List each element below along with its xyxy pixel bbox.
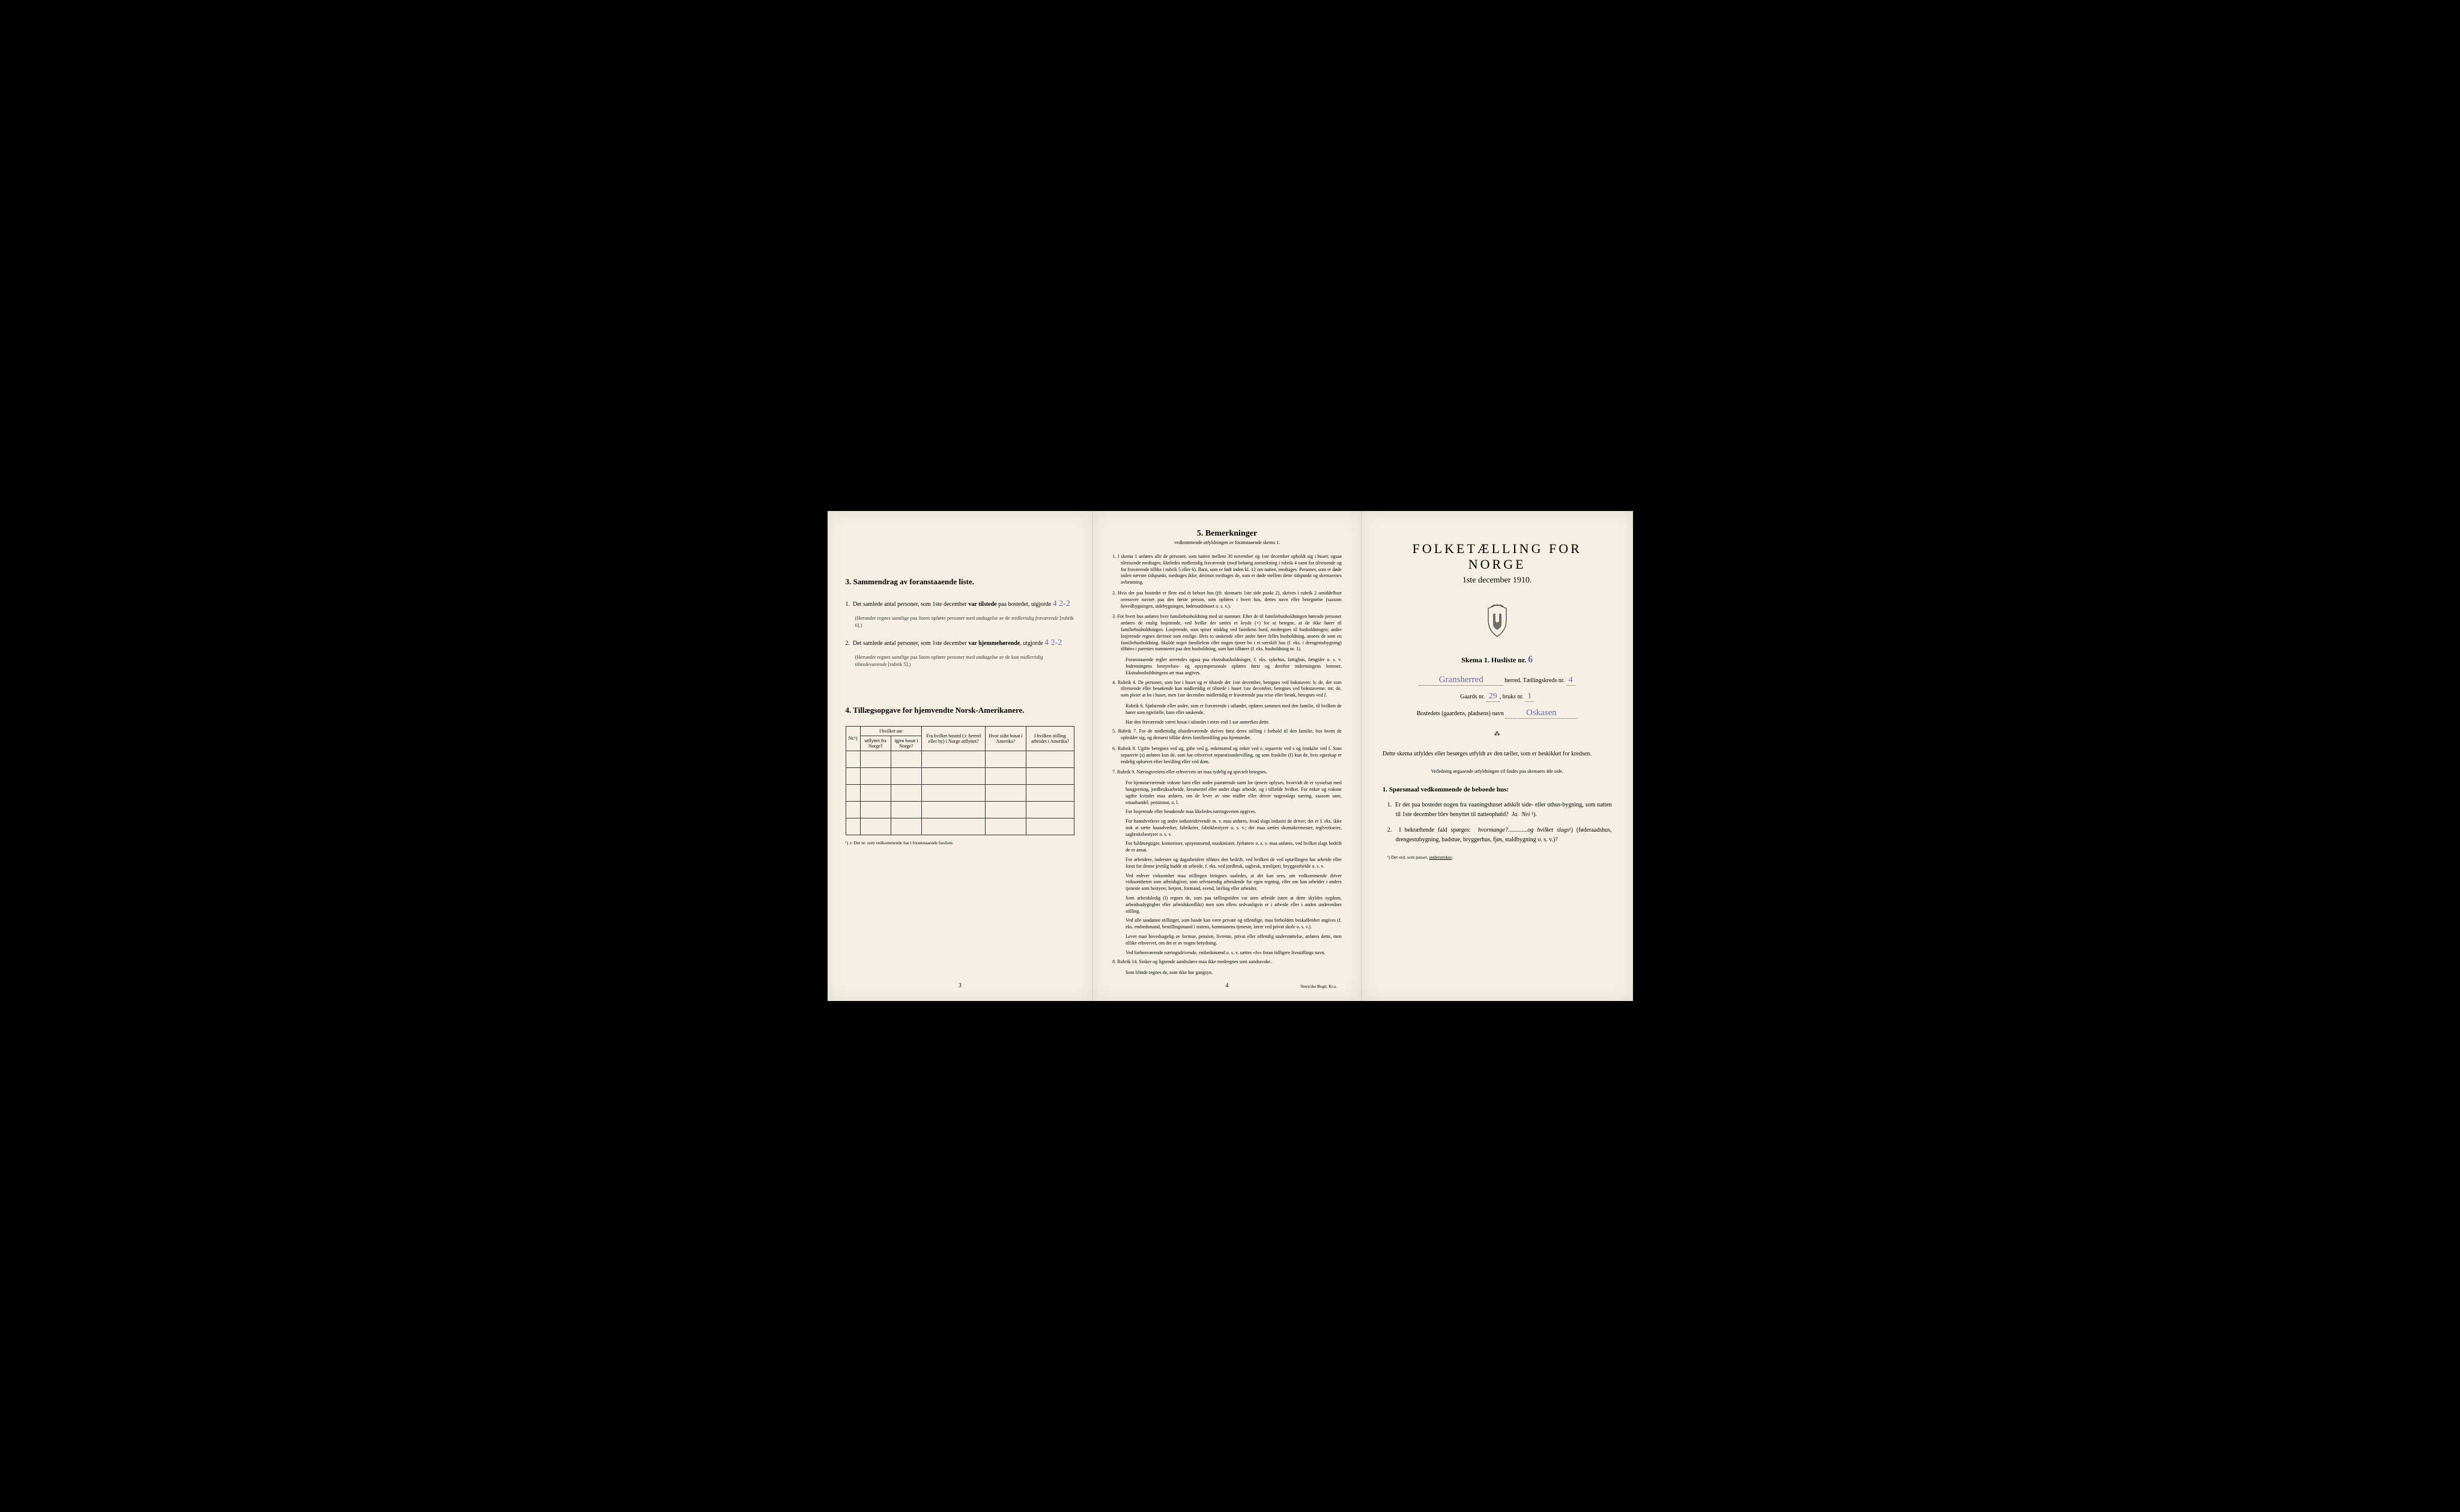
th-stilling: I hvilken stilling arbeidet i Amerika? [1026,726,1074,751]
item-1: 1. Det samlede antal personer, som 1ste … [846,597,1075,610]
item-1-note: (Herunder regnes samtlige paa listen opf… [846,615,1075,629]
bosted-label: Bostedets (gaardens, pladsens) navn [1417,710,1504,717]
remark-7-sub6: Ved enhver virksomhet maa stillingen bet… [1112,873,1342,892]
bruks-label: bruks nr. [1503,694,1524,700]
th-utflyttet: utflyttet fra Norge? [860,736,891,751]
kreds-nr: 4 [1566,676,1575,686]
remark-7-sub2: For losjerende eller besøkende maa likel… [1112,809,1342,815]
coat-of-arms-icon [1383,603,1612,643]
question-2: 2. I bekræftende fald spørges: hvormange… [1383,826,1612,845]
page-middle: 5. Bemerkninger vedkommende utfyldningen… [1093,511,1362,1001]
section-4-title: 4. Tillægsopgave for hjemvendte Norsk-Am… [846,706,1075,715]
remark-7-sub1: For hjemmeværende voksne barn eller andr… [1112,780,1342,806]
remark-7-sub5: For arbeidere, inderster og dagarbeidere… [1112,857,1342,870]
th-bosat: igjen bosat i Norge? [891,736,921,751]
th-aar: I hvilket aar [860,726,922,736]
item-2-value: 4 2-2 [1044,638,1062,647]
section-5-subtitle: vedkommende utfyldningen av foranstaaend… [1112,540,1342,545]
bosted-line: Bostedets (gaardens, pladsens) navn Oska… [1383,708,1612,719]
table-row [846,751,1074,767]
th-amerika: Hvor sidst bosat i Amerika? [986,726,1026,751]
skema-label: Skema 1. Husliste nr. [1461,656,1526,664]
th-nr: Nr.¹) [846,726,860,751]
table-row [846,767,1074,784]
remark-7-sub9: Lever man hovedsagelig av formue, pensio… [1112,934,1342,947]
herred-name: Gransherred [1419,675,1503,686]
skema-line: Skema 1. Husliste nr. 6 [1383,655,1612,665]
th-bosted: Fra hvilket bosted (ɔ: herred eller by) … [922,726,986,751]
item-2: 2. Det samlede antal personer, som 1ste … [846,637,1075,649]
remark-4-sub2: Har den fraværende været bosat i utlande… [1112,719,1342,726]
gaards-nr: 29 [1486,692,1500,702]
remark-7-sub4: For fuldmægtiger, kontorister, opsynsmæn… [1112,841,1342,854]
question-1: 1. Er der paa bostedet nogen fra vaaning… [1383,800,1612,820]
census-date: 1ste december 1910. [1383,576,1612,585]
gaards-label: Gaards nr. [1460,694,1485,700]
page-left: 3. Sammendrag av foranstaaende liste. 1.… [828,511,1094,1001]
bruks-nr: 1 [1525,692,1534,702]
remark-2: 2. Hvis der paa bostedet er flere end ét… [1112,590,1342,609]
remark-4: 4. Rubrik 4. De personer, som bor i huse… [1112,680,1342,699]
gaards-line: Gaards nr. 29, bruks nr. 1 [1383,692,1612,702]
item-1-text: 1. Det samlede antal personer, som 1ste … [846,601,1052,608]
bosted-name: Oskasen [1505,708,1577,719]
remark-3-sub: Foranstaaende regler anvendes ogsaa paa … [1112,657,1342,676]
table-footnote: ¹) ɔ: Det nr. som vedkommende har i fora… [846,840,1075,845]
remark-7-sub3: For haandverkere og andre industridriven… [1112,818,1342,838]
remark-6: 6. Rubrik 8. Ugifte betegnes ved ug, gif… [1112,746,1342,765]
remark-4-sub1: Rubrik 6. Sjøfarende eller andre, som er… [1112,703,1342,716]
remark-7-sub10: Ved forhenværende næringsdrivende, embed… [1112,950,1342,957]
table-row [846,801,1074,818]
husliste-nr: 6 [1528,655,1533,665]
divider-ornament: ⁂ [1383,731,1612,737]
item-2-note: (Herunder regnes samtlige paa listen opf… [846,654,1075,668]
remark-1: 1. I skema 1 anføres alle de personer, s… [1112,554,1342,586]
remark-8-sub: Som blinde regnes de, som ikke har gangs… [1112,970,1342,976]
section-3-title: 3. Sammendrag av foranstaaende liste. [846,577,1075,587]
printer-mark: Steen'ske Bogtr. Kr.a. [1300,984,1337,989]
question-header: 1. Spørsmaal vedkommende de beboede hus: [1383,786,1612,793]
main-title: FOLKETÆLLING FOR NORGE [1383,541,1612,572]
remark-7-sub8: Ved alle saadanne stillinger, som baade … [1112,918,1342,931]
table-row [846,818,1074,835]
amerikanere-table: Nr.¹) I hvilket aar Fra hvilket bosted (… [846,726,1075,835]
remark-7-sub7: Som arbeidsledig (l) regnes de, som paa … [1112,895,1342,915]
page3-footnote: ¹) Det ord, som passer, understrekes. [1383,854,1612,860]
herred-label: herred. Tællingskreds nr. [1504,677,1565,684]
instruction-sub: Veiledning angaaende utfyldningen vil fi… [1383,769,1612,774]
page-number-3: 3 [959,982,962,989]
item-1-value: 4 2-2 [1053,599,1070,608]
section-5-title: 5. Bemerkninger [1112,529,1342,539]
page-right: FOLKETÆLLING FOR NORGE 1ste december 191… [1362,511,1633,1001]
table-wrapper: Nr.¹) I hvilket aar Fra hvilket bosted (… [846,726,1075,835]
herred-line: Gransherred herred. Tællingskreds nr. 4 [1383,675,1612,686]
remark-3: 3. For hvert hus anføres hver familiehus… [1112,614,1342,653]
page-number-4: 4 [1226,982,1229,989]
instruction-text: Dette skema utfyldes eller besørges utfy… [1383,749,1612,759]
remark-8: 8. Rubrik 14. Sinker og lignende aandssl… [1112,959,1342,966]
item-2-text: 2. Det samlede antal personer, som 1ste … [846,640,1043,647]
remark-5: 5. Rubrik 7. For de midlertidig tilstede… [1112,728,1342,742]
document-spread: 3. Sammendrag av foranstaaende liste. 1.… [820,504,1640,1008]
remark-7: 7. Rubrik 9. Næringsveiens eller erhverv… [1112,769,1342,776]
table-row [846,784,1074,801]
